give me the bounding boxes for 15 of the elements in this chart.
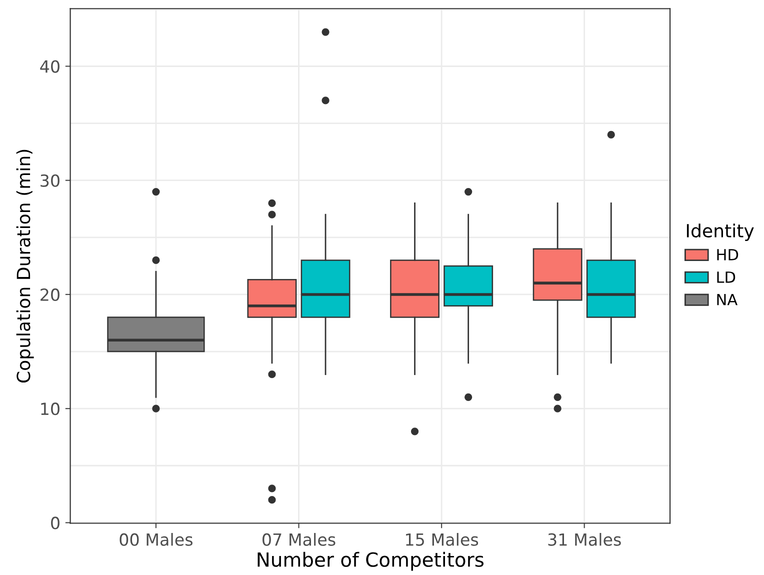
y-tick-label: 0: [51, 516, 60, 530]
legend-label: LD: [717, 272, 736, 283]
legend-label: NA: [717, 294, 738, 306]
legend-label: HD: [717, 249, 738, 260]
y-tick-label: 20: [40, 288, 60, 302]
x-tick-label: 00 Males: [120, 532, 192, 546]
y-axis-title: Copulation Duration (min): [16, 150, 34, 383]
y-tick-label: 40: [40, 60, 60, 73]
x-tick-label: 31 Males: [548, 532, 621, 546]
x-axis-title: Number of Competitors: [258, 552, 484, 571]
legend-title: Identity: [686, 224, 754, 242]
x-tick-label: 07 Males: [262, 532, 336, 546]
y-tick-label: 10: [41, 402, 60, 416]
y-tick-label: 30: [40, 174, 60, 187]
x-tick-label: 15 Males: [406, 532, 478, 546]
